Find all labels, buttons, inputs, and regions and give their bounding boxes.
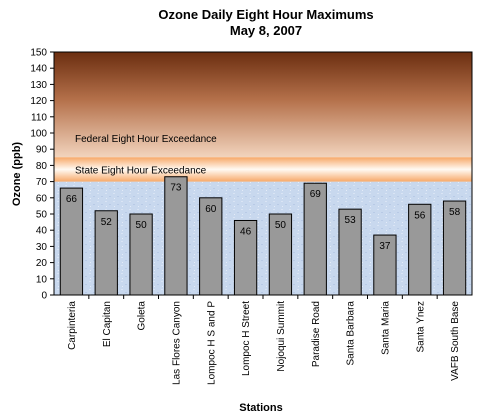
- bar-value-label: 58: [449, 207, 461, 218]
- x-category-label: Goleta: [137, 301, 148, 331]
- x-category-label: Nojoqui Summit: [276, 301, 287, 372]
- y-tick-label: 0: [41, 291, 47, 302]
- bar-value-label: 46: [240, 226, 252, 237]
- x-category-label: Paradise Road: [311, 301, 322, 367]
- y-tick-label: 120: [30, 96, 47, 107]
- bar-value-label: 69: [310, 189, 322, 200]
- x-category-label: Santa Maria: [380, 301, 391, 355]
- data-labels: 66 52 50 73 60 46 50 69 53 37 56 58: [66, 183, 461, 252]
- y-tick-label: 150: [30, 48, 47, 59]
- bar-value-label: 66: [66, 194, 78, 205]
- below-standard-background: [54, 181, 472, 295]
- y-tick-label: 140: [30, 64, 47, 75]
- x-axis-title: Stations: [239, 402, 282, 414]
- bar-value-label: 73: [170, 183, 182, 194]
- y-tick-label: 70: [36, 177, 48, 188]
- y-tick-label: 40: [36, 226, 48, 237]
- chart-subtitle: May 8, 2007: [230, 23, 302, 38]
- x-axis: Carpinteria El Capitan Goleta Las Flores Ca…: [67, 295, 461, 385]
- x-category-label: El Capitan: [102, 301, 113, 347]
- y-axis: 0 10 20 30 40 50 60 70 80 90 100 110 120 130 140 150: [30, 48, 54, 302]
- x-category-label: Lompoc H Street: [241, 301, 252, 376]
- y-tick-label: 100: [30, 129, 47, 140]
- state-exceedance-label: State Eight Hour Exceedance: [75, 165, 207, 176]
- bar: [164, 176, 188, 296]
- x-category-label: Carpinteria: [67, 301, 78, 350]
- x-category-label: Lompoc H S and P: [206, 301, 217, 385]
- y-tick-label: 60: [36, 193, 48, 204]
- x-category-label: VAFB South Base: [450, 301, 461, 381]
- x-category-label: Las Flores Canyon: [171, 301, 182, 385]
- y-tick-label: 110: [31, 112, 47, 123]
- bar-value-label: 37: [379, 241, 391, 252]
- state-exceedance-band: [54, 157, 472, 182]
- federal-exceedance-label: Federal Eight Hour Exceedance: [75, 134, 217, 145]
- bars: [59, 176, 467, 296]
- y-tick-label: 80: [36, 161, 48, 172]
- bar-value-label: 53: [345, 215, 357, 226]
- bar-value-label: 50: [136, 220, 148, 231]
- y-tick-label: 50: [36, 210, 48, 221]
- chart-title: Ozone Daily Eight Hour Maximums: [158, 7, 373, 22]
- bar-value-label: 52: [101, 217, 113, 228]
- y-tick-label: 30: [36, 242, 48, 253]
- x-category-label: Santa Ynez: [415, 301, 426, 353]
- y-tick-label: 130: [30, 80, 47, 91]
- y-tick-label: 90: [36, 145, 48, 156]
- x-category-label: Santa Barbara: [346, 301, 357, 366]
- y-axis-title: Ozone (ppb): [11, 142, 23, 206]
- federal-exceedance-band: [54, 52, 472, 158]
- bar-value-label: 50: [275, 220, 287, 231]
- bar-value-label: 60: [205, 204, 217, 215]
- y-tick-label: 20: [36, 258, 48, 269]
- y-tick-label: 10: [36, 274, 48, 285]
- plot-area: Federal Eight Hour Exceedance State Eigh…: [53, 51, 473, 296]
- bar-value-label: 56: [414, 210, 426, 221]
